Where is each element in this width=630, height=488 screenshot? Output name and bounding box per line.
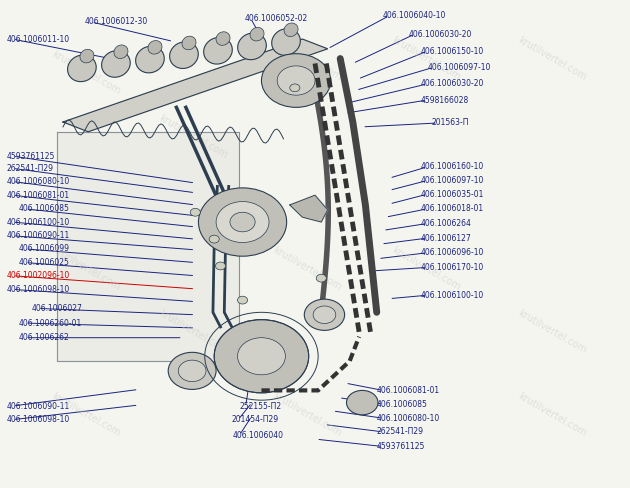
Text: krutilvertel.com: krutilvertel.com: [391, 244, 462, 292]
Text: 406.1006085: 406.1006085: [19, 204, 70, 213]
Ellipse shape: [272, 29, 301, 55]
Circle shape: [261, 54, 331, 107]
Text: 406.1006052-02: 406.1006052-02: [244, 14, 307, 23]
Circle shape: [238, 296, 248, 304]
Text: 406.1006011-10: 406.1006011-10: [6, 35, 69, 43]
Circle shape: [313, 306, 336, 324]
Circle shape: [277, 66, 315, 95]
Circle shape: [214, 320, 309, 393]
Text: krutilvertel.com: krutilvertel.com: [271, 35, 343, 82]
Ellipse shape: [182, 36, 196, 50]
Text: krutilvertel.com: krutilvertel.com: [517, 35, 588, 82]
Text: 201563-П: 201563-П: [432, 119, 469, 127]
Text: 252155-П2: 252155-П2: [239, 402, 282, 410]
Circle shape: [190, 208, 200, 216]
Text: krutilvertel.com: krutilvertel.com: [158, 308, 229, 356]
Ellipse shape: [101, 51, 130, 77]
Text: 406.1006262: 406.1006262: [19, 333, 70, 342]
Text: 406.1006027: 406.1006027: [32, 304, 83, 313]
Text: 406.1006097-10: 406.1006097-10: [427, 63, 491, 72]
Text: 406.1006098-10: 406.1006098-10: [6, 415, 69, 424]
Ellipse shape: [148, 41, 162, 54]
Text: 406.1006264: 406.1006264: [421, 219, 472, 228]
Text: 406.1006160-10: 406.1006160-10: [421, 163, 484, 171]
Text: 406.1006080-10: 406.1006080-10: [377, 414, 440, 423]
Ellipse shape: [135, 46, 164, 73]
Text: 406.1006099: 406.1006099: [19, 244, 70, 253]
Text: 406.1006090-11: 406.1006090-11: [6, 402, 69, 410]
Text: 406.1002096-10: 406.1002096-10: [6, 271, 69, 280]
Text: krutilvertel.com: krutilvertel.com: [50, 391, 122, 439]
Text: krutilvertel.com: krutilvertel.com: [50, 49, 122, 97]
Circle shape: [215, 262, 226, 270]
Polygon shape: [57, 132, 239, 361]
Text: krutilvertel.com: krutilvertel.com: [271, 391, 343, 439]
Text: 406.1006030-20: 406.1006030-20: [421, 80, 484, 88]
Text: 4593761125: 4593761125: [377, 442, 425, 451]
Text: 262541-П29: 262541-П29: [377, 427, 424, 436]
Circle shape: [304, 299, 345, 330]
Ellipse shape: [169, 42, 198, 68]
Text: krutilvertel.com: krutilvertel.com: [50, 244, 122, 292]
Text: krutilvertel.com: krutilvertel.com: [158, 113, 229, 161]
Ellipse shape: [203, 38, 232, 64]
Text: 406.1006170-10: 406.1006170-10: [421, 263, 484, 272]
Text: 406.1006080-10: 406.1006080-10: [6, 177, 69, 186]
Text: 406.1006100-10: 406.1006100-10: [6, 218, 69, 226]
Ellipse shape: [114, 45, 128, 59]
Text: 201454-П29: 201454-П29: [232, 415, 279, 424]
Circle shape: [238, 338, 285, 375]
Text: 406.1006085: 406.1006085: [377, 400, 428, 408]
Text: 406.1006090-11: 406.1006090-11: [6, 231, 69, 240]
Ellipse shape: [238, 33, 266, 60]
Text: 406.1006100-10: 406.1006100-10: [421, 291, 484, 300]
Text: 406.1006081-01: 406.1006081-01: [377, 386, 440, 395]
Text: 406.1006030-20: 406.1006030-20: [408, 30, 472, 39]
Circle shape: [316, 274, 326, 282]
Text: krutilvertel.com: krutilvertel.com: [271, 244, 343, 292]
Circle shape: [346, 390, 378, 415]
Circle shape: [178, 360, 206, 382]
Polygon shape: [290, 195, 328, 222]
Text: krutilvertel.com: krutilvertel.com: [391, 35, 462, 82]
Text: 406.1006040: 406.1006040: [233, 431, 284, 440]
Text: 4598166028: 4598166028: [421, 96, 469, 104]
Polygon shape: [63, 39, 328, 132]
Text: 406.1006098-10: 406.1006098-10: [6, 285, 69, 294]
Text: 406.1006150-10: 406.1006150-10: [421, 47, 484, 56]
Circle shape: [168, 352, 216, 389]
Circle shape: [290, 84, 300, 92]
Circle shape: [198, 188, 287, 256]
Text: krutilvertel.com: krutilvertel.com: [517, 308, 588, 356]
Ellipse shape: [250, 27, 264, 41]
Ellipse shape: [216, 32, 230, 45]
Text: 406.1006127: 406.1006127: [421, 234, 472, 243]
Text: 406.1006012-30: 406.1006012-30: [85, 18, 148, 26]
Ellipse shape: [80, 49, 94, 63]
Text: 406.1006040-10: 406.1006040-10: [383, 11, 447, 20]
Circle shape: [230, 212, 255, 232]
Text: 406.1006018-01: 406.1006018-01: [421, 204, 484, 213]
Text: 406.1006035-01: 406.1006035-01: [421, 190, 484, 199]
Text: 406.1006260-01: 406.1006260-01: [19, 319, 82, 327]
Text: 262541-П29: 262541-П29: [6, 164, 54, 173]
Text: 4593761125: 4593761125: [6, 152, 55, 161]
Text: 406.1006025: 406.1006025: [19, 258, 70, 267]
Text: 406.1006096-10: 406.1006096-10: [421, 248, 484, 257]
Ellipse shape: [284, 23, 298, 37]
Circle shape: [216, 202, 269, 243]
Text: 406.1006081-01: 406.1006081-01: [6, 191, 69, 200]
Text: krutilvertel.com: krutilvertel.com: [517, 391, 588, 439]
Ellipse shape: [67, 55, 96, 81]
Text: 406.1006097-10: 406.1006097-10: [421, 176, 484, 185]
Circle shape: [209, 235, 219, 243]
